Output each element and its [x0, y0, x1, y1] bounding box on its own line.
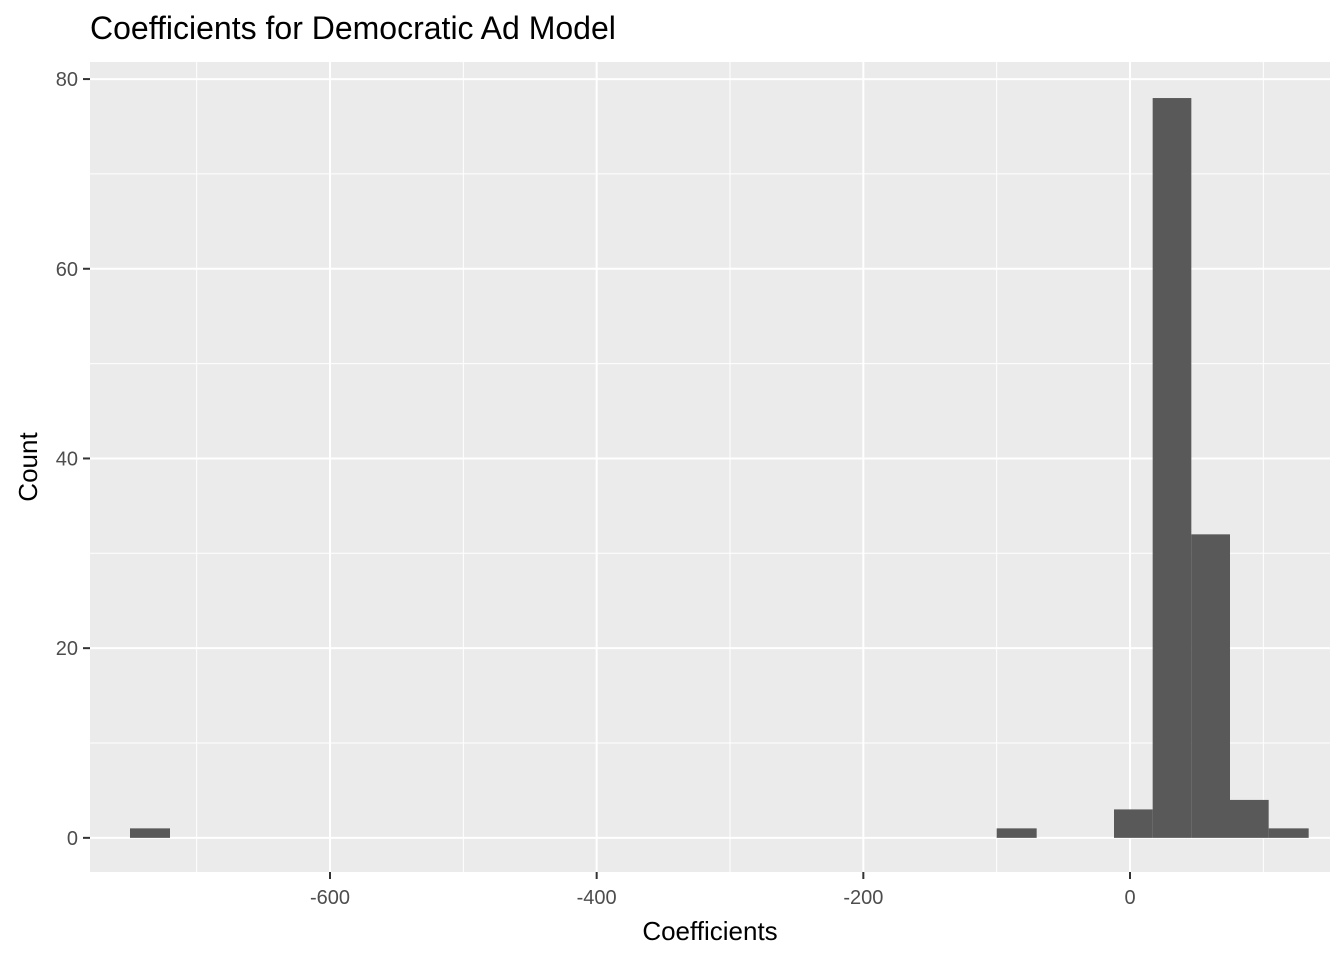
x-tick-label: -200 [843, 887, 883, 909]
histogram-bar [130, 828, 170, 838]
chart-title: Coefficients for Democratic Ad Model [90, 10, 616, 46]
histogram-bar [1268, 828, 1309, 838]
x-tick-label: -400 [577, 887, 617, 909]
y-tick-label: 0 [67, 828, 78, 850]
histogram-bar [1152, 98, 1192, 838]
x-axis-title: Coefficients [642, 916, 777, 946]
histogram-bars [130, 98, 1309, 838]
histogram-bar [996, 828, 1037, 838]
y-tick-label: 40 [56, 448, 78, 470]
axes: -600 -400 -200 0 0 20 40 60 80 [56, 69, 1136, 909]
y-tick-label: 60 [56, 259, 78, 281]
histogram-bar [1114, 809, 1153, 838]
y-tick-label: 20 [56, 638, 78, 660]
x-tick-label: -600 [310, 887, 350, 909]
y-axis-title: Count [13, 432, 43, 502]
plot-panel [90, 62, 1330, 872]
x-tick-label: 0 [1124, 887, 1135, 909]
histogram-bar [1191, 534, 1230, 838]
histogram-bar [1230, 799, 1269, 838]
grid-lines [90, 62, 1330, 872]
y-tick-label: 80 [56, 69, 78, 91]
